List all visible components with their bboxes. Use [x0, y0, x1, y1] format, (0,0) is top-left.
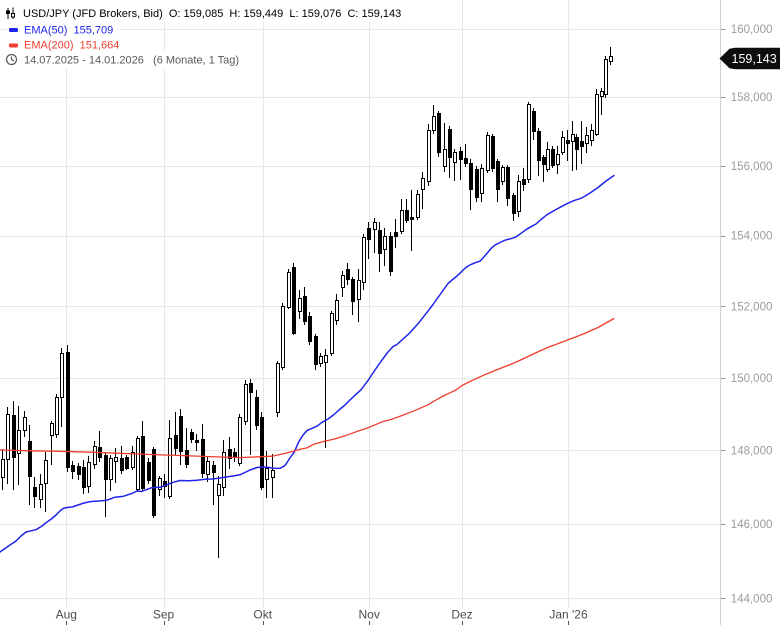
svg-text:Sep: Sep — [153, 608, 175, 622]
svg-text:Nov: Nov — [359, 608, 380, 622]
svg-text:EMA(200) 151,664: EMA(200) 151,664 — [24, 40, 119, 52]
svg-text:Jan '26: Jan '26 — [549, 608, 588, 622]
svg-text:14.07.2025 - 14.01.2026 (6 M: 14.07.2025 - 14.01.2026 (6 Monate, 1 Tag… — [24, 55, 239, 67]
svg-text:152,000: 152,000 — [731, 301, 773, 313]
svg-text:156,000: 156,000 — [731, 161, 773, 173]
svg-text:Okt: Okt — [253, 608, 272, 622]
svg-text:USD/JPY (JFD Brokers, Bid) O:: USD/JPY (JFD Brokers, Bid) O: 159,085 H:… — [23, 8, 401, 20]
svg-text:EMA(50) 155,709: EMA(50) 155,709 — [24, 25, 113, 37]
svg-text:159,143: 159,143 — [732, 52, 777, 66]
svg-text:148,000: 148,000 — [731, 445, 773, 457]
svg-text:160,000: 160,000 — [731, 24, 773, 36]
svg-text:158,000: 158,000 — [731, 92, 773, 104]
svg-text:150,000: 150,000 — [731, 373, 773, 385]
svg-text:Aug: Aug — [56, 608, 77, 622]
svg-text:144,000: 144,000 — [731, 594, 773, 606]
svg-text:146,000: 146,000 — [731, 519, 773, 531]
svg-text:Dez: Dez — [451, 608, 472, 622]
svg-text:154,000: 154,000 — [731, 231, 773, 243]
